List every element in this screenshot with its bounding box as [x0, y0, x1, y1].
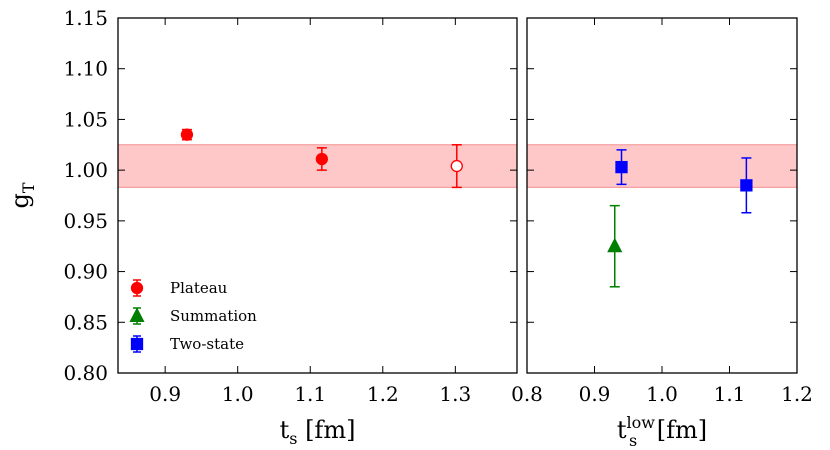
y-tick-label: 1.00 — [63, 158, 108, 182]
x-axis-label: tlow s [fm] — [617, 413, 707, 450]
data-point-two-state — [740, 157, 753, 214]
legend: Plateau Summation Two-state — [129, 279, 257, 353]
x-tick-label: 1.2 — [781, 382, 813, 406]
legend-marker-square — [130, 337, 144, 351]
marker-circle — [315, 152, 329, 166]
legend-entry-two-state: Two-state — [130, 335, 244, 353]
legend-label: Plateau — [170, 279, 228, 297]
legend-label: Two-state — [170, 335, 244, 353]
legend-entry-summation: Summation — [129, 307, 257, 325]
legend-entry-plateau: Plateau — [130, 279, 228, 297]
x-tick-label: 1.2 — [367, 382, 399, 406]
y-tick-label: 0.85 — [63, 310, 108, 334]
y-tick-label: 0.80 — [63, 361, 108, 385]
x-tick-label: 0.9 — [149, 382, 181, 406]
y-tick-label: 1.10 — [63, 57, 108, 81]
data-point-plateau — [315, 147, 329, 171]
y-tick-label: 1.15 — [63, 6, 108, 30]
data-point-summation — [607, 204, 623, 288]
x-tick-label: 1.0 — [222, 382, 254, 406]
legend-marker-circle — [130, 281, 144, 295]
marker-square — [615, 160, 628, 174]
data-point-plateau — [450, 144, 463, 189]
data-point-two-state — [615, 149, 628, 186]
marker-circle — [450, 159, 463, 173]
y-axis-label: gT — [6, 182, 38, 208]
panel-frame — [526, 17, 798, 374]
panel-frame — [117, 17, 518, 374]
marker-triangle — [607, 237, 623, 253]
x-tick-label: 0.8 — [511, 382, 543, 406]
marker-square — [740, 179, 753, 192]
x-tick-label: 1.1 — [714, 382, 746, 406]
x-axis-label: ts [fm] — [280, 416, 356, 448]
marker-circle — [180, 128, 194, 141]
y-tick-label: 1.05 — [63, 107, 108, 131]
x-tick-label: 0.9 — [579, 382, 611, 406]
x-tick-label: 1.0 — [646, 382, 678, 406]
fit-band — [527, 144, 797, 188]
y-tick-label: 0.95 — [63, 209, 108, 233]
legend-label: Summation — [170, 307, 257, 325]
x-tick-label: 1.3 — [439, 382, 471, 406]
legend-marker-triangle — [129, 307, 145, 323]
x-tick-label: 1.1 — [294, 382, 326, 406]
y-tick-label: 0.90 — [63, 260, 108, 284]
data-point-plateau — [180, 128, 194, 141]
fit-band — [118, 144, 517, 188]
